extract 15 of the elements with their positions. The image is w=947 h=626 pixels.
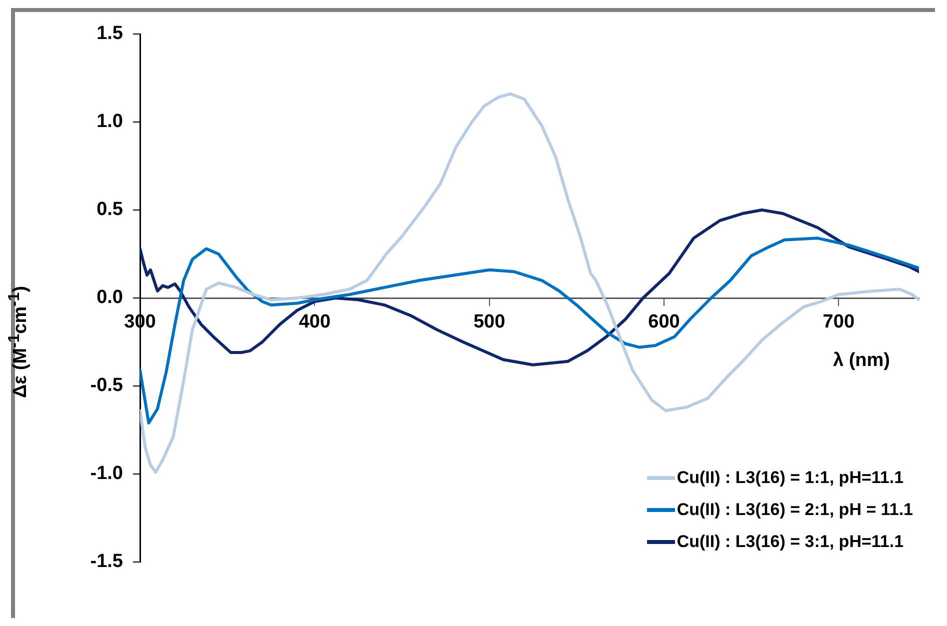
- x-tick-label: 500: [473, 312, 506, 333]
- y-tick-label: 1.5: [96, 23, 124, 44]
- y-tick-label: -0.5: [90, 375, 124, 396]
- y-tick-label: -1.5: [90, 551, 124, 572]
- y-tick-label: 0.5: [96, 199, 124, 220]
- legend-label: Cu(II) : L3(16) = 2:1, pH = 11.1: [676, 500, 913, 520]
- legend-label: Cu(II) : L3(16) = 3:1, pH=11.1: [676, 532, 904, 552]
- x-tick-label: 400: [298, 312, 331, 333]
- y-tick-label: 1.0: [96, 111, 123, 132]
- y-tick-label: -1.0: [90, 463, 123, 484]
- legend-label: Cu(II) : L3(16) = 1:1, pH=11.1: [676, 468, 904, 488]
- x-tick-label: 700: [822, 312, 855, 333]
- x-tick-label: 600: [648, 312, 680, 333]
- y-tick-label: 0.0: [96, 287, 123, 308]
- x-axis-title: λ (nm): [833, 350, 890, 372]
